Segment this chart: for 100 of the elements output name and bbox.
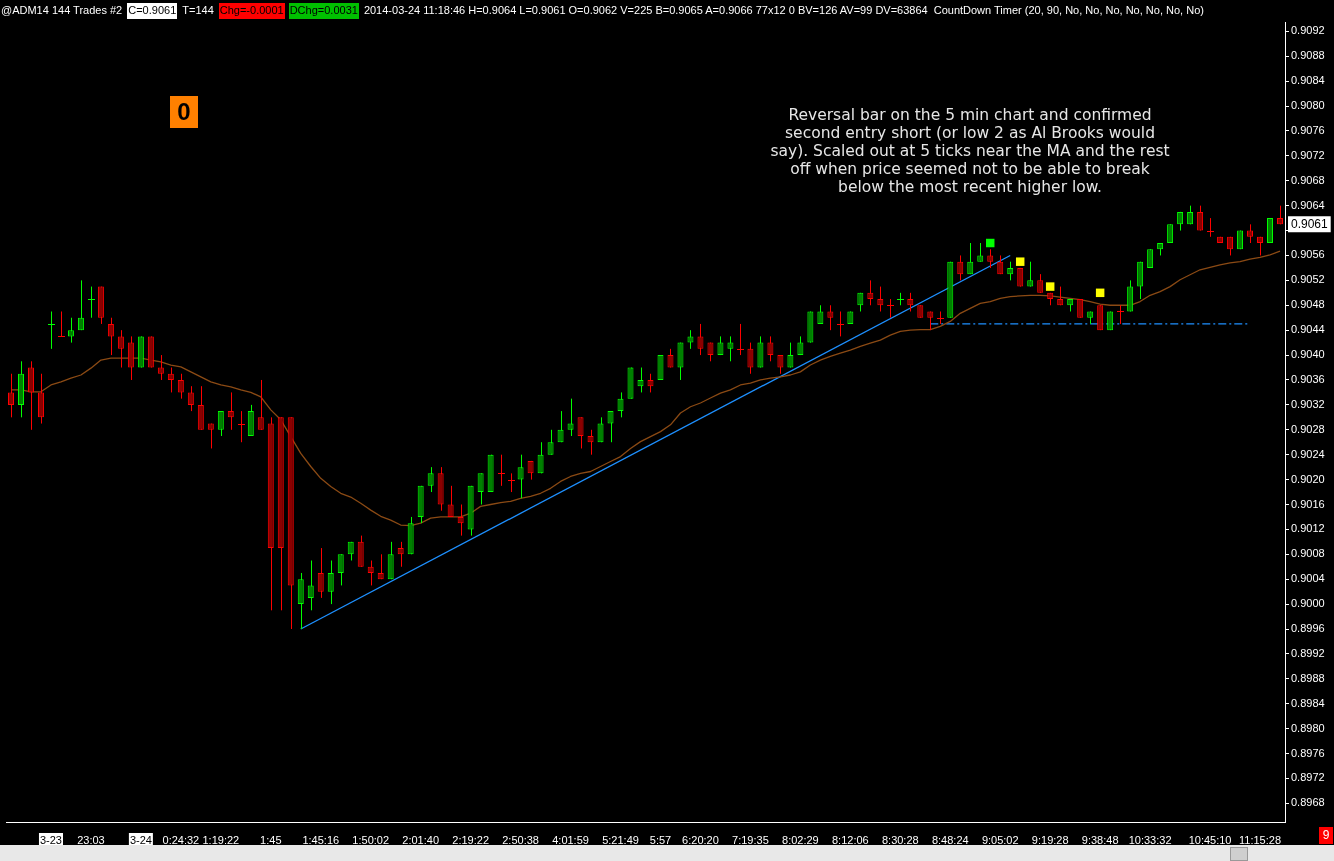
candlestick (397, 541, 404, 568)
y-tick-label: 0.9064 (1291, 198, 1325, 211)
y-tick-label: 0.9036 (1291, 373, 1325, 386)
y-tick-label: 0.9020 (1291, 472, 1325, 485)
y-tick-label: 0.9072 (1291, 148, 1325, 161)
x-tick-label: 2:19:22 (452, 833, 489, 846)
candlestick (567, 398, 574, 437)
candlestick (327, 560, 334, 605)
candlestick (637, 367, 644, 393)
x-tick-label: 2:01:40 (402, 833, 440, 846)
y-tick-label: 0.9024 (1291, 447, 1325, 460)
candlestick (427, 466, 434, 493)
point (1015, 257, 1025, 266)
candlestick (77, 279, 84, 331)
candlestick (87, 286, 96, 319)
candlestick (247, 404, 254, 437)
x-tick-label: 1:50:02 (352, 833, 390, 846)
candlestick (877, 286, 884, 312)
y-tick-label: 0.9040 (1291, 348, 1325, 361)
point (1045, 282, 1055, 291)
candlestick (777, 354, 784, 375)
candlestick (207, 423, 214, 449)
candlestick (1027, 261, 1034, 288)
y-tick-label: 0.9084 (1291, 74, 1325, 87)
candlestick (907, 292, 914, 312)
candlestick (517, 454, 524, 499)
candlestick (477, 472, 484, 505)
x-tick-label: 8:12:06 (831, 833, 869, 846)
candlestick (936, 310, 945, 325)
candlestick (537, 441, 544, 474)
x-tick-label: 0:24:32 (162, 833, 200, 846)
annotation: Reversal bar on the 5 min chart and confirmed second entry short (or low 2 as Al Brooks would say). Scaled out at 5 ticks near the MA and the rest off when price seemed not to be able to break below the most recent higher low. (769, 106, 1171, 196)
candlestick (457, 503, 464, 537)
y-tick-label: 0.9052 (1291, 273, 1325, 286)
candlestick (697, 323, 704, 356)
candlestick (237, 410, 246, 443)
candlestick (747, 342, 754, 375)
y-tick-label: 0.9048 (1291, 298, 1325, 311)
candlestick (127, 335, 134, 381)
x-tick-label: 11:15:28 (1239, 833, 1282, 846)
candlestick (896, 292, 905, 306)
candlestick (37, 373, 44, 425)
candlestick (1116, 304, 1125, 325)
x-tick-label: 8:48:24 (931, 833, 969, 846)
candlestick (1007, 261, 1014, 281)
annotation: 0.9061 (1291, 216, 1329, 231)
candlestick (886, 298, 895, 319)
candlestick (377, 553, 384, 580)
y-tick-label: 0.8992 (1291, 646, 1325, 659)
y-tick-label: 0.8976 (1291, 746, 1325, 759)
candlestick (867, 279, 874, 306)
candlestick (117, 329, 124, 369)
y-tick-label: 0.9000 (1291, 597, 1325, 610)
candlestick (597, 416, 604, 443)
candlestick (67, 317, 74, 344)
candlestick (57, 310, 66, 337)
y-tick-label: 0.9080 (1291, 99, 1325, 112)
candlestick (47, 310, 56, 350)
candlestick (687, 329, 694, 350)
candlestick (217, 410, 224, 437)
y-tick-label: 0.8996 (1291, 622, 1325, 635)
candlestick (607, 410, 614, 443)
text: CountDown Timer (20, 90, No, No, No, No, No, No, No) (932, 3, 1205, 18)
annotation: 0 (170, 96, 198, 128)
candlestick (307, 560, 314, 611)
candlestick (647, 373, 654, 393)
x-tick-label: 1:19:22 (202, 833, 240, 846)
text: T=144 (181, 3, 215, 18)
y-tick-label: 0.8984 (1291, 696, 1325, 709)
x-tick-label: 9:05:02 (981, 833, 1019, 846)
candlestick (177, 373, 184, 400)
y-tick-label: 0.8980 (1291, 721, 1325, 734)
text: 9 (1319, 827, 1333, 844)
x-tick-label: 5:57 (649, 833, 672, 846)
candlestick (817, 304, 824, 325)
x-tick-label: 9:19:28 (1031, 833, 1069, 846)
candlestick (1127, 279, 1134, 312)
candlestick (197, 385, 204, 431)
candlestick (227, 391, 234, 431)
y-tick-label: 0.9028 (1291, 422, 1325, 435)
candlestick (507, 472, 516, 493)
y-tick-label: 0.9004 (1291, 572, 1325, 585)
x-tick-label: 3-24 (129, 833, 152, 846)
candlestick (167, 367, 174, 393)
candlestick (367, 560, 374, 586)
candlestick (1247, 223, 1254, 244)
candlestick (27, 360, 34, 431)
x-tick-label: 7:19:35 (732, 833, 769, 846)
candlestick (577, 416, 584, 449)
candlestick (1206, 217, 1215, 238)
x-tick-label: 10:45:10 (1188, 833, 1232, 846)
candlestick (337, 553, 344, 586)
y-tick-label: 0.9044 (1291, 323, 1325, 336)
x-tick-label: 10:33:32 (1128, 833, 1172, 846)
candlestick (557, 410, 564, 443)
candlestick (827, 304, 834, 331)
candlestick (836, 310, 845, 337)
candlestick (587, 429, 594, 456)
candlestick (767, 335, 774, 362)
candlestick (107, 317, 114, 356)
